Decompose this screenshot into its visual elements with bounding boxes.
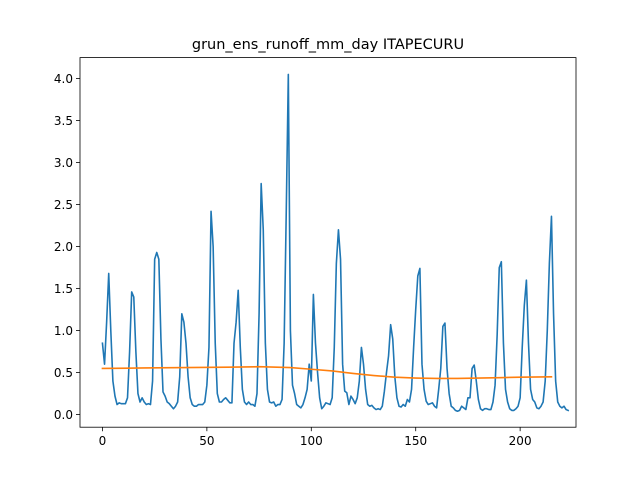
y-tick-label: 2.0 (54, 240, 73, 254)
y-tick-label: 0.5 (54, 366, 73, 380)
series-line-1 (101, 73, 570, 413)
y-tick-label: 3.0 (54, 156, 73, 170)
y-tick-label: 1.0 (54, 324, 73, 338)
plot-frame (79, 57, 577, 428)
y-tick-label: 4.0 (54, 72, 73, 86)
y-tick-label: 3.5 (54, 114, 73, 128)
x-tick-label: 100 (300, 434, 323, 448)
x-tick-label: 0 (99, 434, 107, 448)
y-tick-label: 0.0 (54, 408, 73, 422)
x-tick-label: 200 (509, 434, 532, 448)
chart-title: grun_ens_runoff_mm_day ITAPECURU (192, 37, 464, 53)
x-tick-label: 150 (404, 434, 427, 448)
axes: 0 50 100 150 200 0.0 0.5 1.0 1.5 2.0 2.5 3.0 3.5 4.0 (54, 72, 532, 448)
series-line-2 (101, 365, 553, 380)
plot-area (101, 73, 570, 413)
y-tick-label: 2.5 (54, 198, 73, 212)
x-tick-label: 50 (199, 434, 214, 448)
y-tick-label: 1.5 (54, 282, 73, 296)
